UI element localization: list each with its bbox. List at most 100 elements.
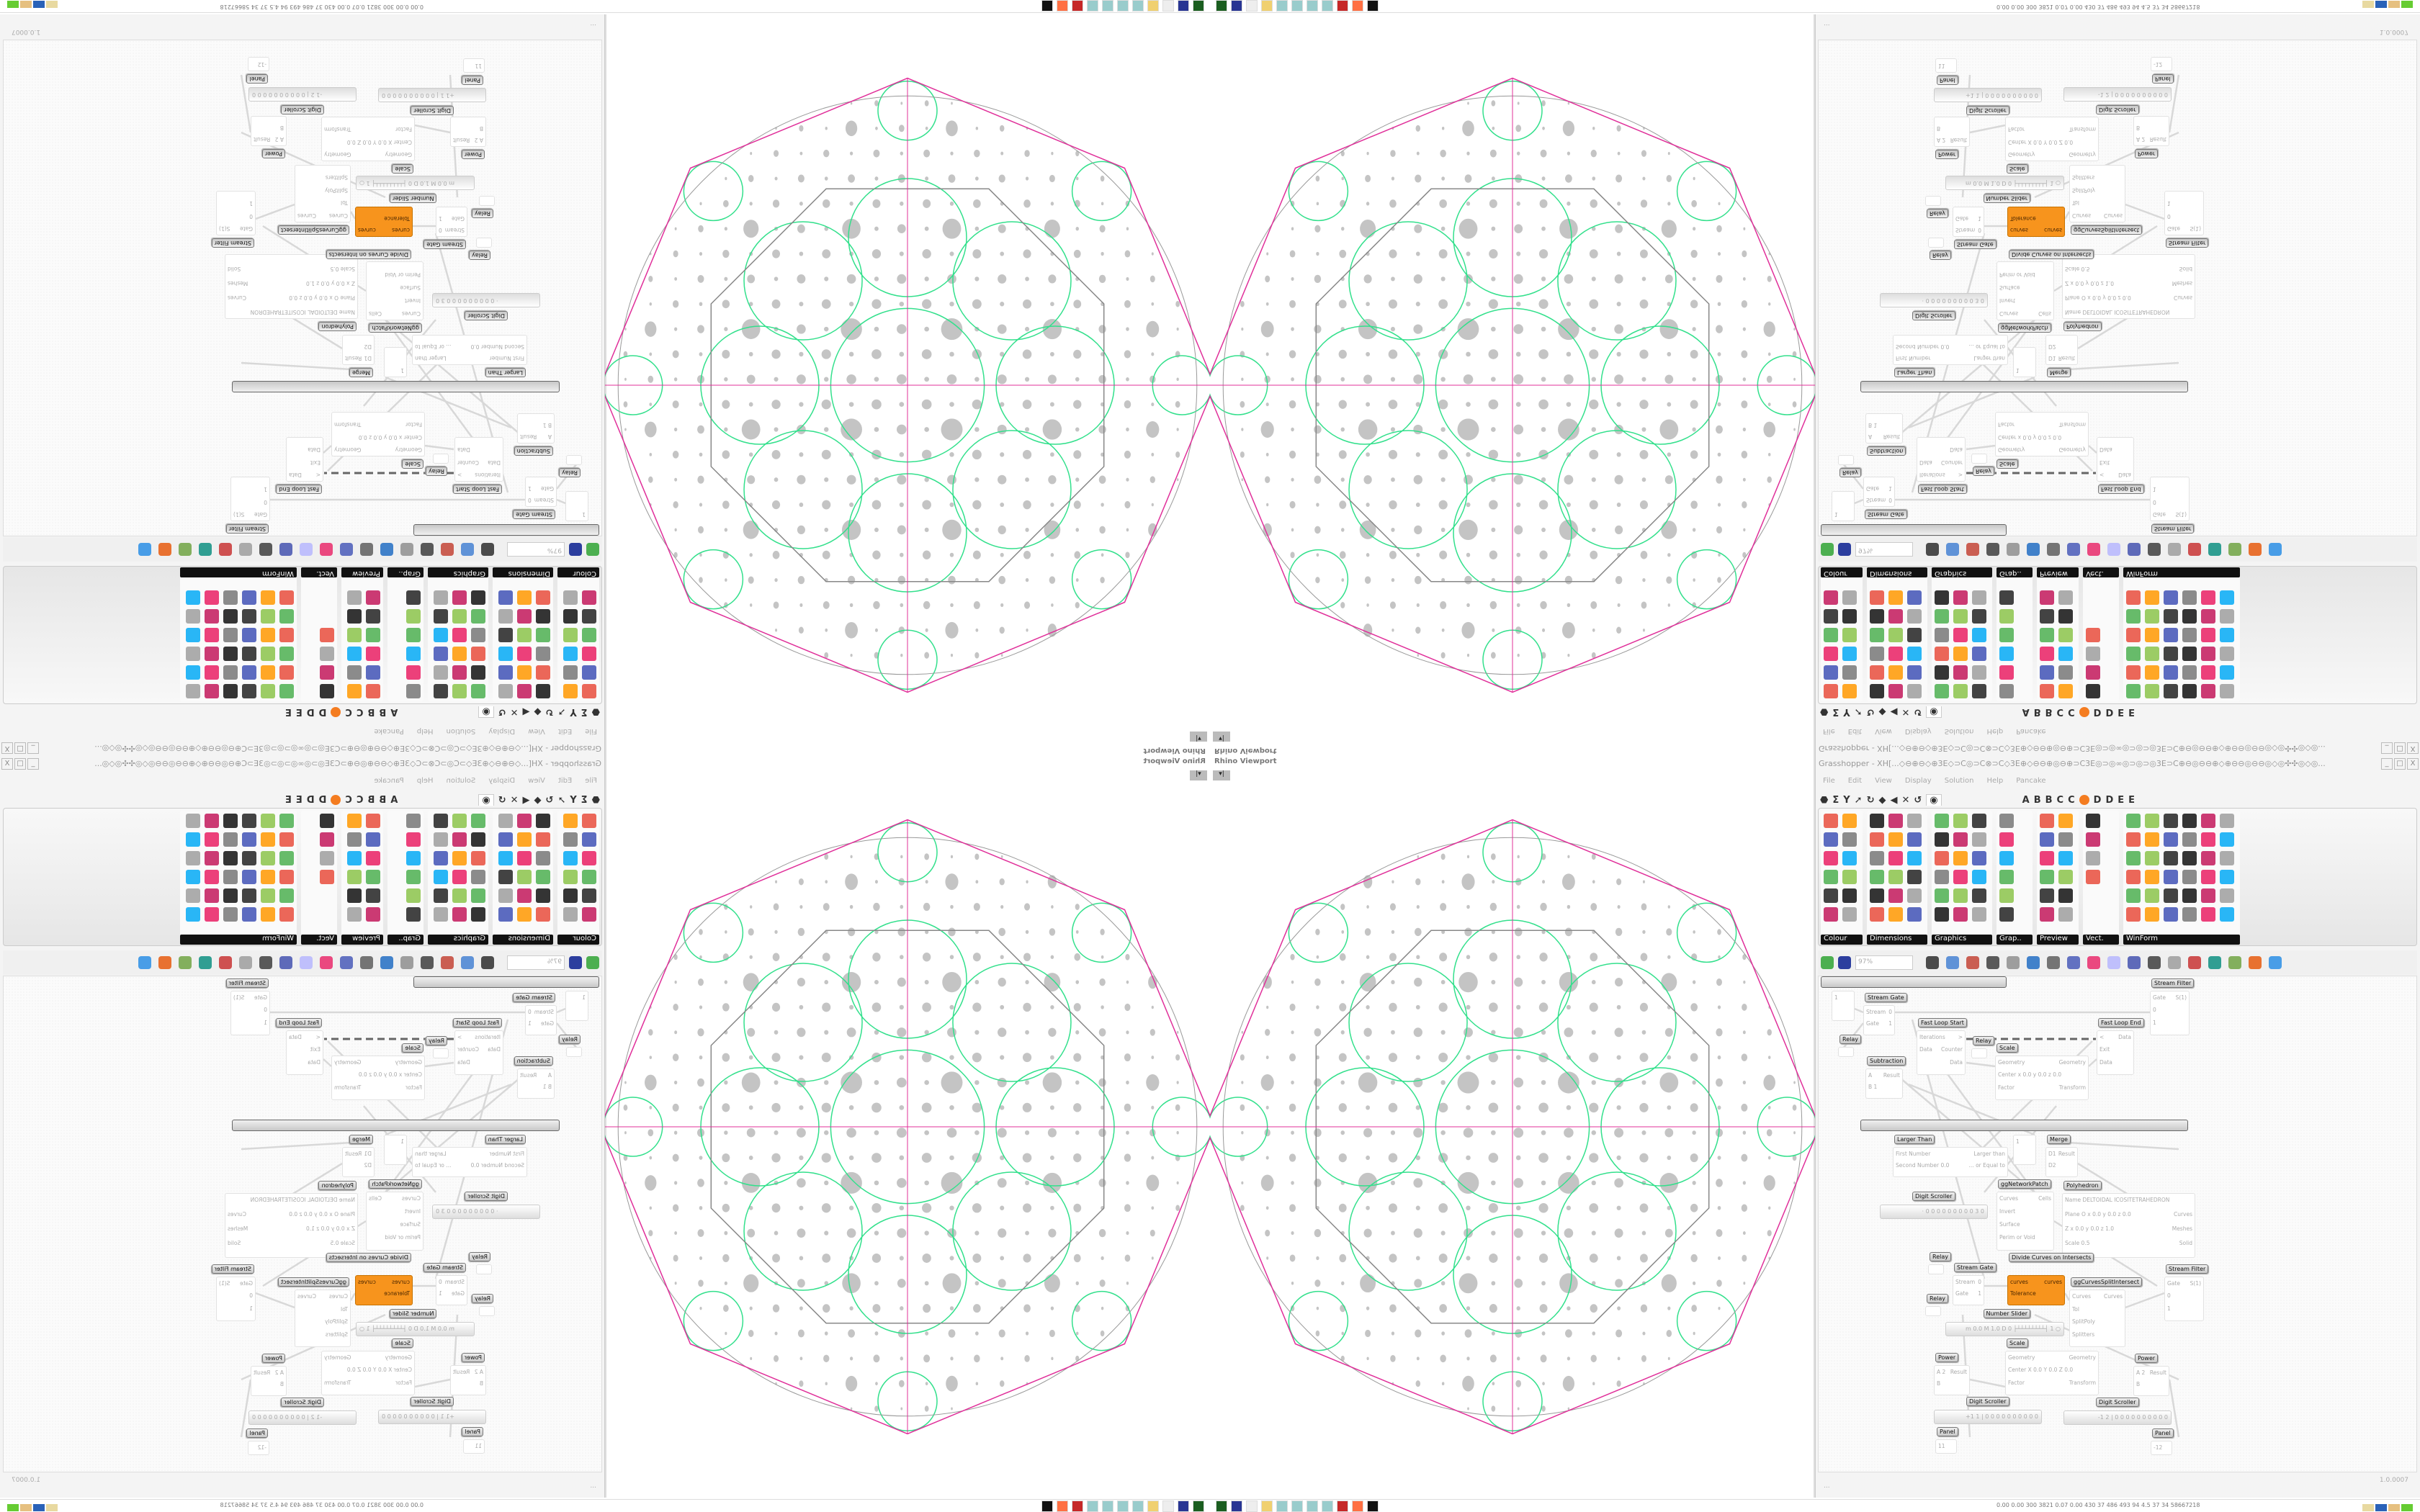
component-icon[interactable] xyxy=(2220,832,2234,847)
slider-control[interactable]: m 0.0 M 1.0 D 0 ├┴┴┴┴┴┴┴┴┤ 1 ○ xyxy=(356,176,475,190)
open-file-icon[interactable] xyxy=(586,543,599,556)
component-icon[interactable] xyxy=(2164,590,2178,605)
input-param[interactable]: A xyxy=(547,1072,552,1079)
component-icon[interactable] xyxy=(1888,684,1903,698)
input-param[interactable]: Center X 0.0 Y 0.0 Z 0.0 xyxy=(2008,138,2074,145)
input-param[interactable]: Splitters xyxy=(325,1331,348,1338)
input-param[interactable]: 1 xyxy=(2153,1019,2156,1026)
output-param[interactable]: S(1) xyxy=(2190,225,2201,232)
menu-item-file[interactable]: File xyxy=(585,777,597,785)
component-icon[interactable] xyxy=(2201,907,2215,922)
component-larger-than[interactable]: First Number Second Number 0.0 Larger than… xyxy=(1893,335,2008,365)
menu-item-solution[interactable]: Solution xyxy=(1944,727,1974,735)
taskbar-app-icon[interactable] xyxy=(1231,1500,1242,1512)
input-param[interactable]: Surface xyxy=(400,1221,421,1228)
component-icon[interactable] xyxy=(1953,832,1968,847)
taskbar-app-icon[interactable] xyxy=(1307,1500,1318,1512)
component-icon[interactable] xyxy=(1999,665,2014,680)
output-param[interactable]: Larger than xyxy=(415,355,447,361)
tab-c[interactable]: C xyxy=(356,706,364,718)
input-param[interactable]: Data xyxy=(488,459,501,466)
tab-e[interactable]: E xyxy=(2128,706,2136,718)
input-param[interactable]: B 1 xyxy=(1868,1084,1878,1090)
component-icon[interactable] xyxy=(242,609,256,624)
component-icon[interactable] xyxy=(517,684,532,698)
component-icon[interactable] xyxy=(2086,628,2100,642)
tab-b[interactable]: B xyxy=(379,706,387,718)
tray-icon[interactable] xyxy=(46,1,58,8)
component-icon[interactable] xyxy=(1907,814,1922,828)
group-bar[interactable] xyxy=(232,381,560,392)
component-icon[interactable] xyxy=(452,814,467,828)
output-param[interactable]: Curves xyxy=(2173,1211,2192,1218)
toolbar-icon[interactable] xyxy=(2087,543,2100,556)
component-relay[interactable] xyxy=(476,238,492,248)
component-ggnetworkpatch[interactable]: Curves Invert Surface Perim or Void Cells xyxy=(366,1192,424,1251)
component-icon[interactable] xyxy=(2040,870,2054,884)
component-icon[interactable] xyxy=(2182,628,2197,642)
component-icon[interactable] xyxy=(517,628,532,642)
component-icon[interactable] xyxy=(2126,870,2141,884)
tab-icon[interactable]: ◀ xyxy=(1890,706,1898,718)
tray-icon[interactable] xyxy=(20,1504,32,1511)
rhino-viewport[interactable]: Rhino Viewport ▾| xyxy=(605,756,1210,1498)
toolbar-icon[interactable] xyxy=(259,956,272,969)
tab-e[interactable]: E xyxy=(295,794,302,806)
component-power[interactable]: A 2 B Result xyxy=(1934,117,1970,147)
output-param[interactable]: Transform xyxy=(2058,1084,2086,1091)
menu-item-solution[interactable]: Solution xyxy=(1944,777,1974,785)
group-bar[interactable] xyxy=(1821,976,2007,988)
component-panel[interactable]: 1 xyxy=(1832,991,1855,1021)
component-icon[interactable] xyxy=(452,832,467,847)
component-icon[interactable] xyxy=(186,832,200,847)
component-icon[interactable] xyxy=(320,832,334,847)
component-fast-loop-start[interactable]: Iterations Data > Counter Data xyxy=(454,437,503,482)
input-param[interactable]: Center x 0.0 y 0.0 z 0.0 xyxy=(1998,433,2062,441)
group-bar[interactable] xyxy=(1860,1120,2188,1131)
component-icon[interactable] xyxy=(279,851,294,865)
component-icon[interactable] xyxy=(1842,888,1857,903)
component-icon[interactable] xyxy=(1870,684,1884,698)
component-icon[interactable] xyxy=(563,647,578,661)
component-icon[interactable] xyxy=(2182,907,2197,922)
component-icon[interactable] xyxy=(2182,832,2197,847)
toolbar-icon[interactable] xyxy=(340,956,353,969)
output-param[interactable]: Larger than xyxy=(415,1151,447,1157)
input-param[interactable]: Perim or Void xyxy=(1999,271,2035,278)
component-icon[interactable] xyxy=(205,888,219,903)
component-icon[interactable] xyxy=(406,590,421,605)
input-param[interactable]: 0 xyxy=(2153,1007,2156,1014)
component-icon[interactable] xyxy=(2040,832,2054,847)
input-param[interactable]: Plane O x 0.0 y 0.0 z 0.0 xyxy=(289,1211,355,1218)
input-param[interactable]: Factor xyxy=(405,1084,422,1091)
component-icon[interactable] xyxy=(1824,888,1838,903)
slider-control[interactable]: m 0.0 M 1.0 D 0 ├┴┴┴┴┴┴┴┴┤ 1 ○ xyxy=(1945,176,2064,190)
input-param[interactable]: Gate xyxy=(1866,485,1879,492)
input-param[interactable]: 1 xyxy=(400,367,404,374)
component-panel[interactable]: -12 xyxy=(2151,57,2172,71)
component-icon[interactable] xyxy=(471,609,485,624)
component-icon[interactable] xyxy=(536,888,550,903)
component-icon[interactable] xyxy=(434,647,448,661)
component-icon[interactable] xyxy=(582,665,596,680)
output-param[interactable]: Counter xyxy=(457,459,479,466)
zoom-select[interactable]: 97% xyxy=(507,955,565,970)
input-param[interactable]: -12 xyxy=(257,61,266,68)
input-param[interactable]: Data xyxy=(488,1046,501,1053)
input-param[interactable]: Name DELTOIDAL ICOSITETRAHEDRON xyxy=(250,309,355,315)
slider-control[interactable]: +1 1 | 0 0 0 0 0 0 0 0 0 0 xyxy=(1934,88,2042,102)
component-fast-loop-end[interactable]: < Exit Data Data xyxy=(2097,437,2134,482)
component-larger-than[interactable]: First Number Second Number 0.0 Larger than… xyxy=(1893,1147,2008,1177)
tab-icon[interactable]: ↻ xyxy=(1866,706,1875,718)
tab-icon[interactable]: ✕ xyxy=(1901,706,1910,718)
component-icon[interactable] xyxy=(2182,647,2197,661)
taskbar-app-icon[interactable] xyxy=(1117,0,1129,12)
component-icon[interactable] xyxy=(1870,647,1884,661)
input-param[interactable]: Scale 0.5 xyxy=(2065,266,2090,272)
component-icon[interactable] xyxy=(261,888,275,903)
output-param[interactable]: 1 xyxy=(1888,1020,1892,1027)
component-icon[interactable] xyxy=(186,814,200,828)
output-param[interactable]: Result xyxy=(345,355,362,361)
toolbar-icon[interactable] xyxy=(340,543,353,556)
component-icon[interactable] xyxy=(536,590,550,605)
